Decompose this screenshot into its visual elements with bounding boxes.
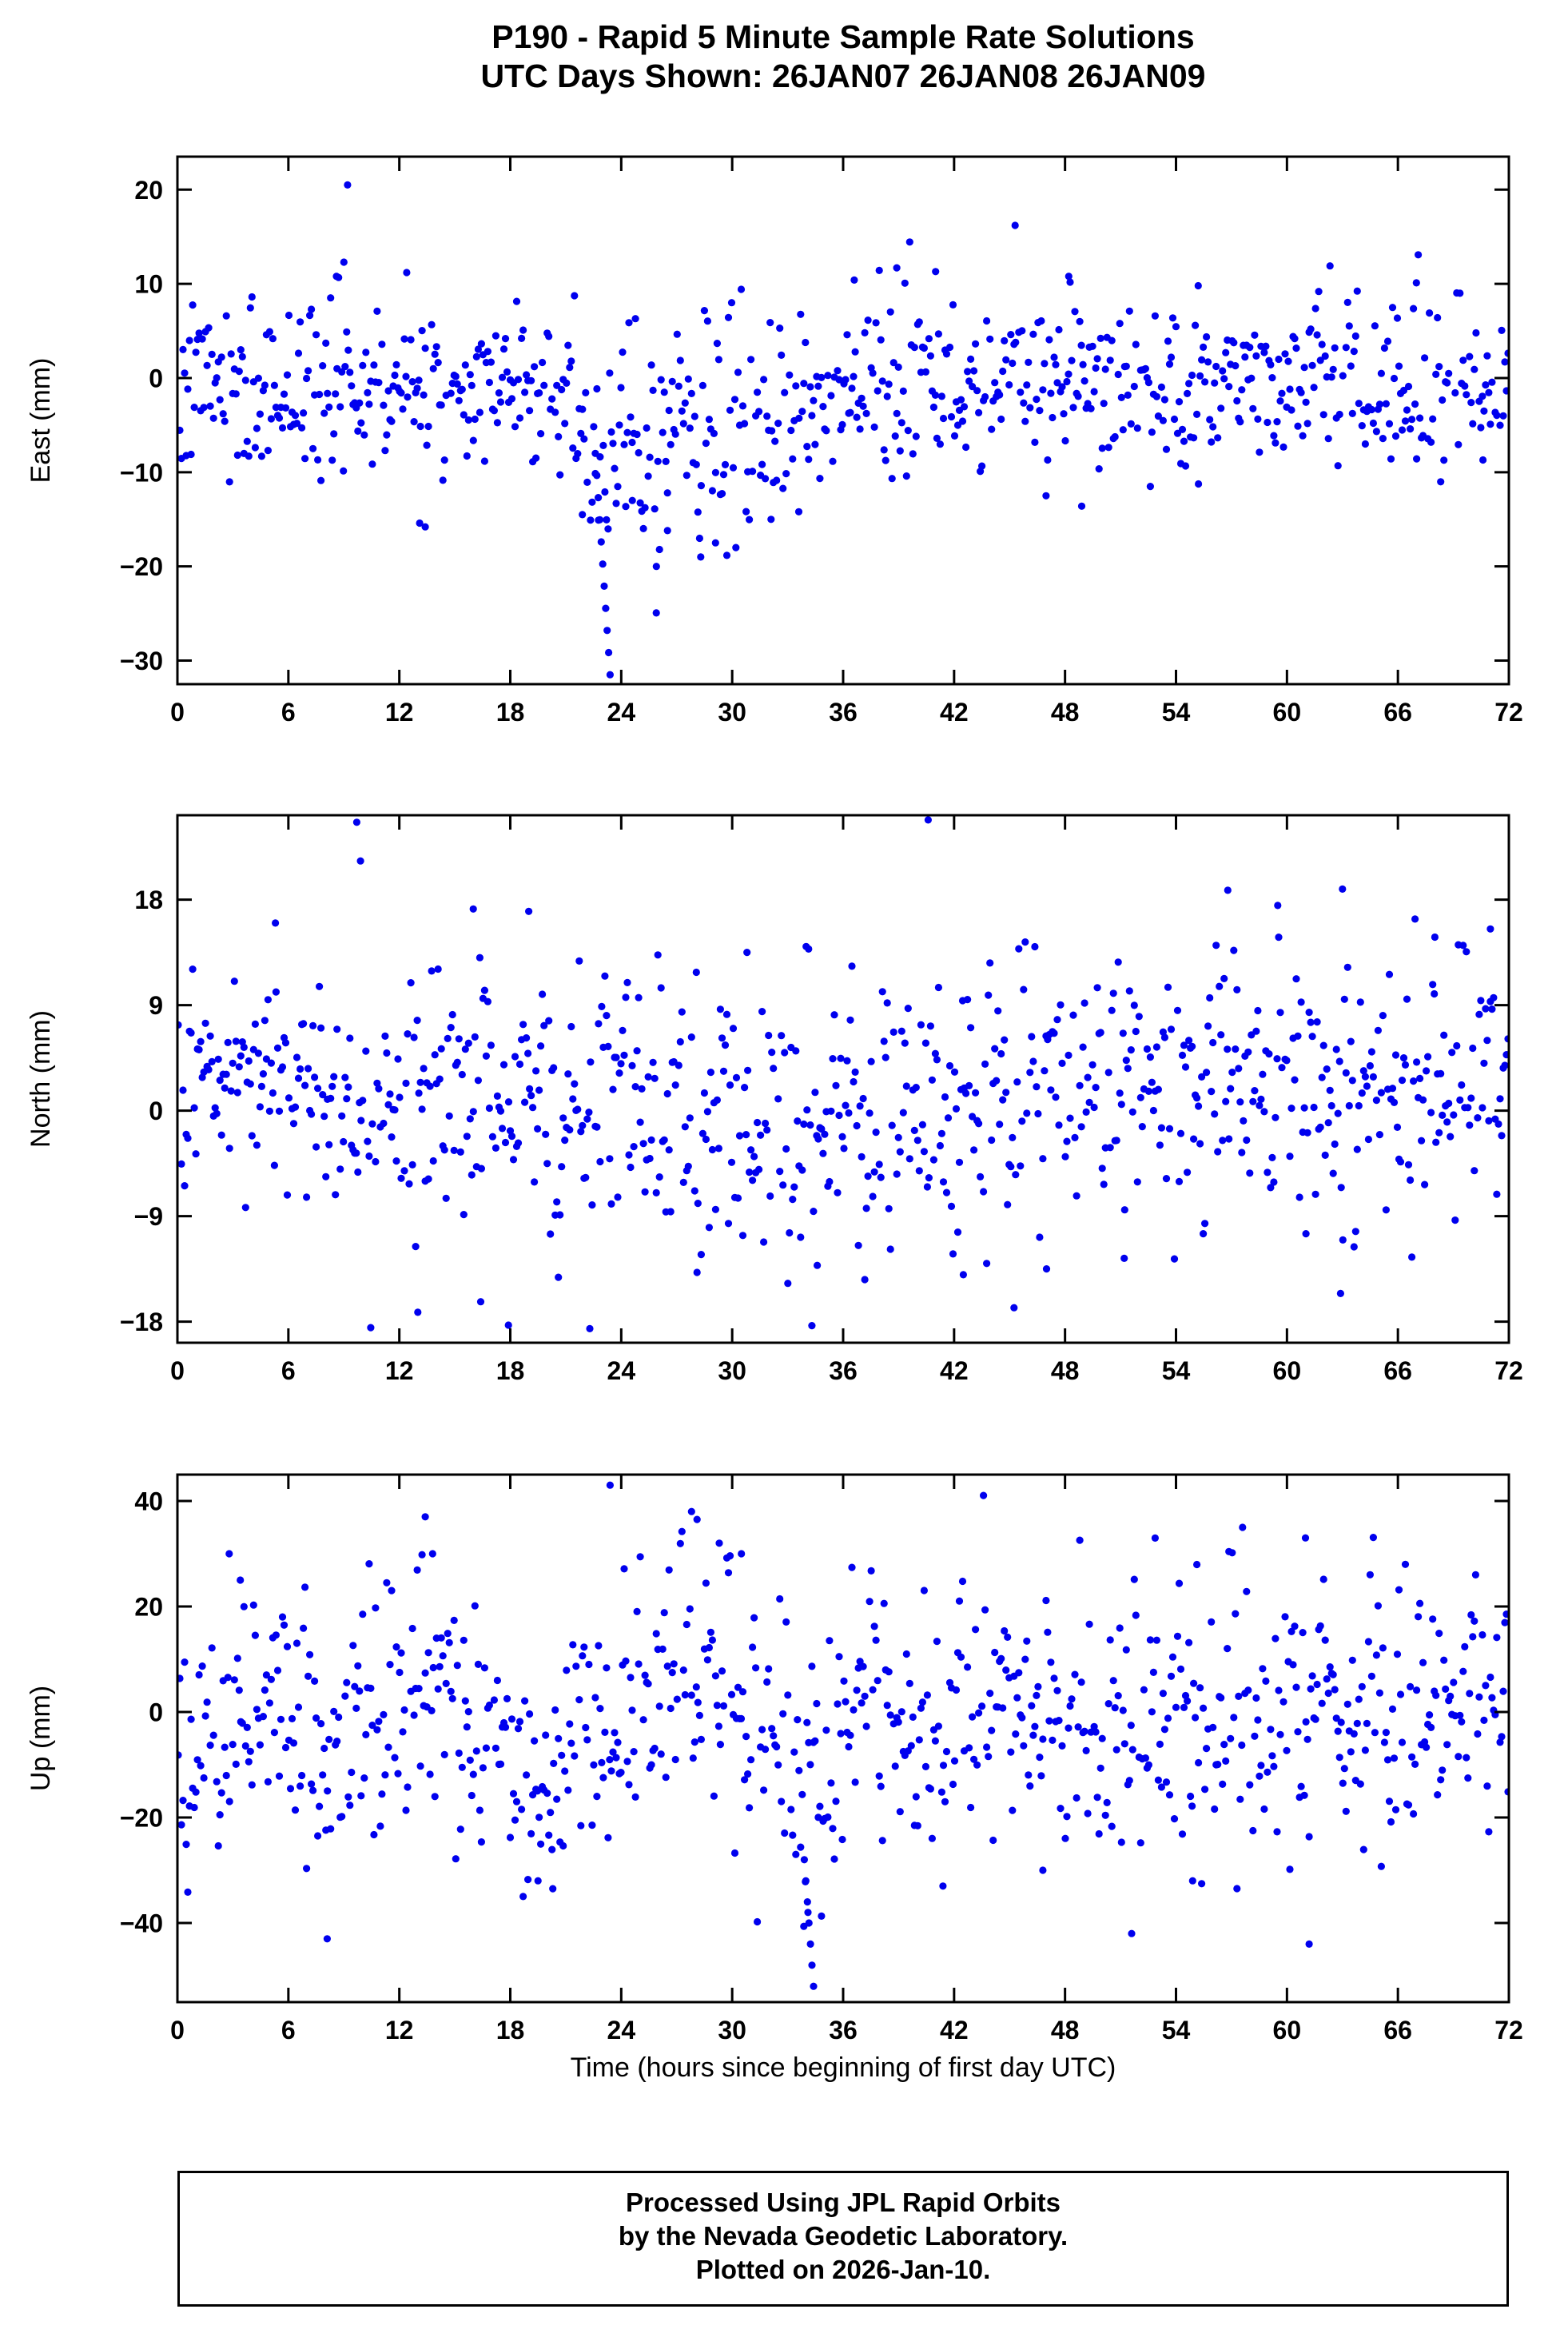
chart-title: P190 - Rapid 5 Minute Sample Rate Soluti… <box>177 18 1509 96</box>
footer-line3: Plotted on 2026-Jan-10. <box>695 2255 991 2284</box>
svg-text:12: 12 <box>385 2016 414 2044</box>
north-frame <box>176 814 1510 1344</box>
svg-text:6: 6 <box>281 2016 296 2044</box>
svg-text:0: 0 <box>149 364 163 392</box>
svg-text:12: 12 <box>385 1356 414 1385</box>
svg-text:72: 72 <box>1494 1356 1523 1385</box>
svg-text:36: 36 <box>829 698 858 727</box>
north-y-axis-label: North (mm) <box>26 1010 56 1148</box>
east-ticks <box>176 157 1510 684</box>
panel-up: Up (mm) 0 6 12 18 24 30 36 42 48 54 60 66 72 −40 −20 0 2… <box>26 1473 1523 2044</box>
x-axis-label: Time (hours since beginning of first day… <box>570 2052 1116 2083</box>
svg-text:−9: −9 <box>134 1202 163 1231</box>
svg-text:36: 36 <box>829 2016 858 2044</box>
svg-text:20: 20 <box>134 176 163 205</box>
up-points <box>177 1475 1509 1990</box>
east-tick-labels: 0 6 12 18 24 30 36 42 48 54 60 66 72 −30 −20 −10 0 10 20 <box>120 176 1523 727</box>
footer-box: Processed Using JPL Rapid Orbits by the … <box>177 2171 1509 2307</box>
north-ticks <box>176 815 1510 1343</box>
svg-text:18: 18 <box>134 886 163 914</box>
panel-north: North (mm) 0 6 12 18 24 30 36 42 48 54 60 66 72 −18 −9… <box>26 814 1523 1385</box>
svg-text:0: 0 <box>149 1097 163 1125</box>
svg-text:54: 54 <box>1162 698 1191 727</box>
svg-text:24: 24 <box>607 2016 636 2044</box>
svg-text:−18: −18 <box>120 1308 163 1336</box>
up-tick-labels: 0 6 12 18 24 30 36 42 48 54 60 66 72 −40 −20 0 20 40 <box>120 1487 1523 2044</box>
east-y-axis-label: East (mm) <box>26 358 56 484</box>
chart-title-line2: UTC Days Shown: 26JAN07 26JAN08 26JAN09 <box>480 58 1206 94</box>
svg-text:0: 0 <box>170 1356 185 1385</box>
svg-text:0: 0 <box>170 698 185 727</box>
svg-text:0: 0 <box>170 2016 185 2044</box>
svg-text:72: 72 <box>1494 2016 1523 2044</box>
svg-text:40: 40 <box>134 1487 163 1516</box>
svg-text:42: 42 <box>940 2016 969 2044</box>
svg-text:18: 18 <box>496 698 525 727</box>
up-y-axis-label: Up (mm) <box>26 1686 56 1791</box>
up-ticks <box>176 1475 1510 2002</box>
svg-text:24: 24 <box>607 1356 636 1385</box>
svg-text:6: 6 <box>281 698 296 727</box>
east-points <box>177 181 1509 679</box>
svg-text:18: 18 <box>496 1356 525 1385</box>
svg-text:18: 18 <box>496 2016 525 2044</box>
svg-text:12: 12 <box>385 698 414 727</box>
svg-text:9: 9 <box>149 991 163 1020</box>
svg-text:−10: −10 <box>120 458 163 487</box>
north-tick-labels: 0 6 12 18 24 30 36 42 48 54 60 66 72 −18 −9 0 9 18 <box>120 886 1523 1385</box>
chart-title-line1: P190 - Rapid 5 Minute Sample Rate Soluti… <box>491 18 1195 55</box>
svg-text:48: 48 <box>1051 2016 1080 2044</box>
svg-text:−40: −40 <box>120 1909 163 1938</box>
svg-text:−20: −20 <box>120 1804 163 1833</box>
svg-text:60: 60 <box>1273 698 1302 727</box>
svg-text:72: 72 <box>1494 698 1523 727</box>
svg-text:42: 42 <box>940 1356 969 1385</box>
svg-text:30: 30 <box>718 698 746 727</box>
svg-text:60: 60 <box>1273 1356 1302 1385</box>
svg-text:−20: −20 <box>120 552 163 581</box>
svg-text:30: 30 <box>718 1356 746 1385</box>
svg-text:6: 6 <box>281 1356 296 1385</box>
svg-text:24: 24 <box>607 698 636 727</box>
svg-text:54: 54 <box>1162 1356 1191 1385</box>
footer-line1: Processed Using JPL Rapid Orbits <box>625 2188 1061 2217</box>
svg-text:10: 10 <box>134 270 163 299</box>
north-points <box>177 816 1509 1332</box>
svg-text:36: 36 <box>829 1356 858 1385</box>
svg-text:60: 60 <box>1273 2016 1302 2044</box>
svg-text:66: 66 <box>1383 1356 1412 1385</box>
svg-text:54: 54 <box>1162 2016 1191 2044</box>
svg-text:42: 42 <box>940 698 969 727</box>
svg-text:−30: −30 <box>120 647 163 675</box>
panel-east: East (mm) 0 6 12 18 24 30 36 42 48 54 60 66 72 −30 −20… <box>26 155 1523 727</box>
svg-text:0: 0 <box>149 1698 163 1727</box>
svg-text:48: 48 <box>1051 1356 1080 1385</box>
svg-text:66: 66 <box>1383 2016 1412 2044</box>
svg-text:48: 48 <box>1051 698 1080 727</box>
svg-text:20: 20 <box>134 1593 163 1622</box>
svg-text:30: 30 <box>718 2016 746 2044</box>
svg-text:66: 66 <box>1383 698 1412 727</box>
footer-line2: by the Nevada Geodetic Laboratory. <box>618 2221 1069 2251</box>
